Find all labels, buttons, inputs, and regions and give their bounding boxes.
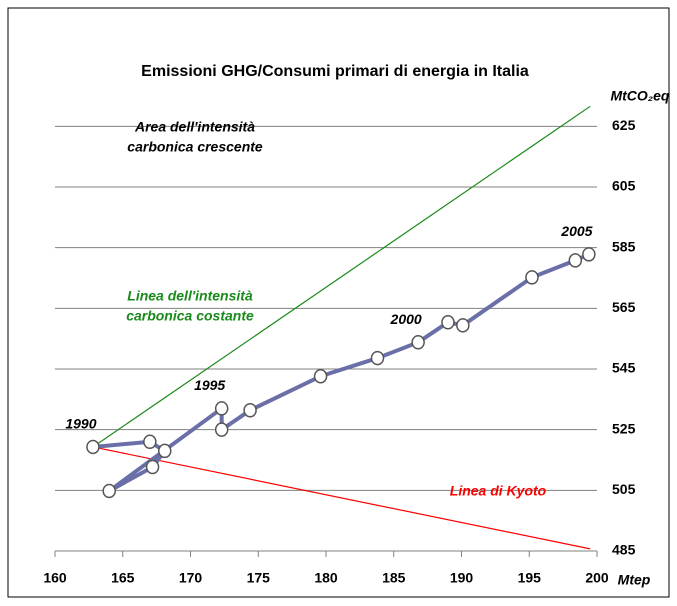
- y-tick-label: 565: [612, 299, 636, 315]
- marker: [456, 318, 470, 333]
- marker: [525, 270, 539, 285]
- series-line: [92, 446, 591, 550]
- series-label: Linea di Kyoto: [450, 483, 547, 499]
- x-tick-label: 185: [382, 570, 406, 586]
- marker: [86, 439, 100, 455]
- annotation: Area dell'intensità: [134, 119, 255, 135]
- marker: [102, 483, 116, 499]
- point-label: 1990: [65, 416, 96, 432]
- x-tick-label: 190: [450, 570, 474, 586]
- x-tick-label: 175: [247, 570, 271, 586]
- x-tick-label: 180: [314, 570, 338, 586]
- series-line: [92, 252, 590, 493]
- y-tick-label: 605: [612, 178, 636, 194]
- marker: [568, 253, 583, 268]
- y-tick-label: 545: [612, 360, 636, 376]
- marker: [214, 422, 229, 437]
- x-tick-label: 165: [111, 570, 135, 586]
- marker: [313, 369, 328, 384]
- marker: [582, 247, 596, 262]
- marker: [214, 401, 229, 416]
- series-label: Linea dell'intensità: [127, 288, 253, 304]
- x-axis-label: Mtep: [618, 572, 651, 588]
- y-tick-label: 485: [612, 542, 636, 558]
- point-label: 2005: [560, 223, 592, 239]
- annotation: carbonica crescente: [127, 139, 263, 155]
- point-label: 2000: [390, 311, 422, 327]
- y-tick-label: 505: [612, 481, 636, 497]
- marker: [370, 350, 385, 366]
- x-tick-label: 170: [179, 570, 203, 586]
- x-tick-label: 195: [518, 570, 542, 586]
- y-tick-label: 625: [612, 117, 636, 133]
- x-tick-label: 160: [43, 570, 67, 586]
- marker: [441, 315, 455, 330]
- marker: [243, 403, 257, 418]
- marker: [143, 434, 157, 450]
- marker: [145, 459, 160, 475]
- marker: [158, 443, 172, 459]
- frame: [7, 7, 670, 598]
- marker: [411, 335, 425, 350]
- point-label: 1995: [194, 377, 225, 393]
- y-axis-label: MtCO₂eq: [610, 88, 669, 104]
- y-tick-label: 525: [612, 420, 636, 436]
- series-label: carbonica costante: [126, 308, 254, 324]
- y-tick-label: 585: [612, 238, 636, 254]
- x-tick-label: 200: [585, 570, 609, 586]
- chart-title: Emissioni GHG/Consumi primari di energia…: [141, 63, 529, 80]
- series-line: [92, 105, 591, 448]
